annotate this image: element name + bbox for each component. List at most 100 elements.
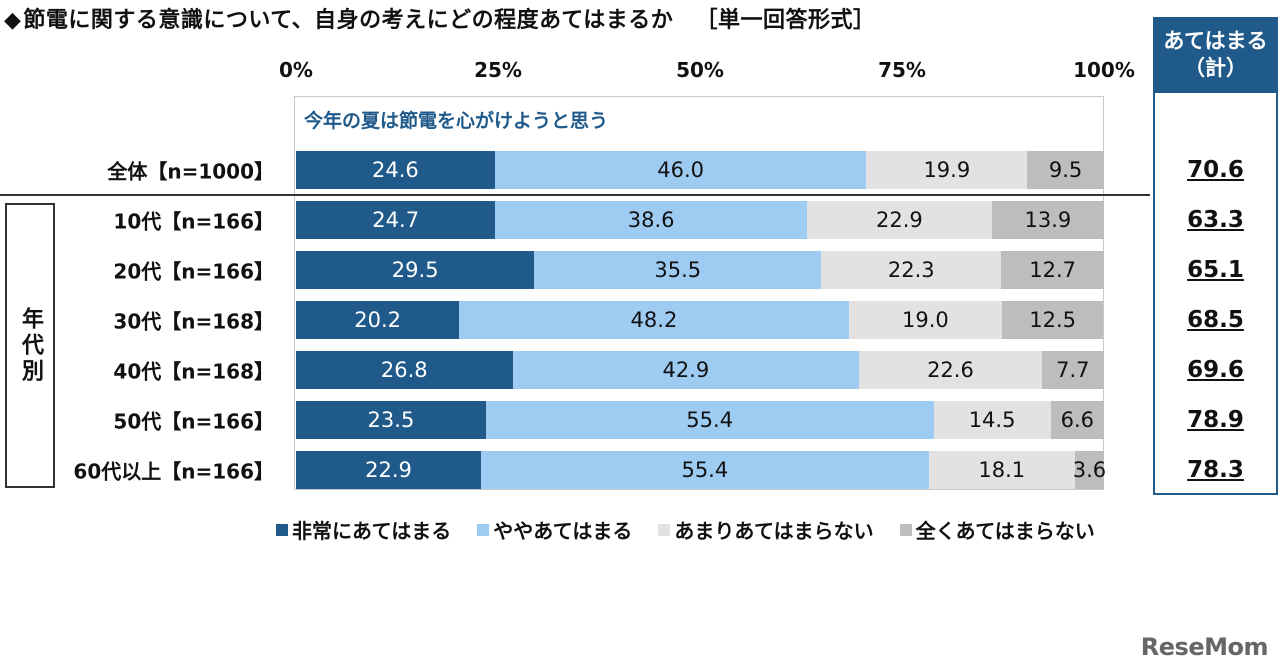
chart-title: ◆節電に関する意識について、自身の考えにどの程度あてはまるか ［単一回答形式］ (4, 2, 875, 34)
data-label: 55.4 (686, 408, 734, 432)
legend-swatch-icon (477, 523, 490, 536)
category-label: 20代【n=166】 (113, 259, 274, 284)
data-label: 12.5 (1029, 308, 1077, 332)
data-label: 19.0 (902, 308, 949, 332)
stacked-bar: 24.6 46.0 19.9 9.5 (296, 151, 1104, 189)
data-label: 29.5 (391, 258, 439, 282)
data-label: 38.6 (627, 208, 675, 232)
bar-segment: 23.5 (296, 401, 486, 439)
category-label: 30代【n=168】 (113, 309, 274, 334)
total-value: 68.5 (1187, 307, 1244, 333)
legend-item: 全くあてはまらない (899, 515, 1095, 544)
total-value: 70.6 (1187, 157, 1244, 183)
bar-segment: 22.9 (806, 201, 992, 239)
overall-separator-line (0, 194, 1150, 196)
bar-segment: 6.6 (1050, 401, 1104, 439)
legend-item: ややあてはまる (477, 515, 632, 544)
x-tick-label: 75% (878, 58, 926, 82)
x-tick-label: 0% (279, 58, 313, 82)
total-value: 65.1 (1187, 257, 1244, 283)
stacked-bar: 26.8 42.9 22.6 7.7 (296, 351, 1104, 389)
data-label: 9.5 (1048, 158, 1083, 182)
data-label: 26.8 (380, 358, 428, 382)
stacked-bar: 23.5 55.4 14.5 6.6 (296, 401, 1104, 439)
bar-segment: 7.7 (1041, 351, 1104, 389)
diamond-marker-icon: ◆ (4, 8, 22, 33)
bar-segment: 46.0 (494, 151, 867, 189)
bar-segment: 48.2 (459, 301, 849, 339)
data-label: 46.0 (657, 158, 704, 182)
bar-segment: 22.3 (821, 251, 1002, 289)
data-label: 55.4 (681, 458, 729, 482)
bar-segment: 29.5 (296, 251, 535, 289)
legend-label: 非常にあてはまる (292, 519, 452, 543)
total-value: 78.3 (1187, 457, 1244, 483)
bar-segment: 9.5 (1027, 151, 1104, 189)
category-label: 10代【n=166】 (113, 209, 274, 234)
data-label: 7.7 (1056, 358, 1090, 382)
bar-segment: 42.9 (512, 351, 860, 389)
total-column (1153, 93, 1278, 495)
legend-swatch-icon (658, 523, 671, 536)
bar-segment: 24.6 (296, 151, 495, 189)
legend-label: ややあてはまる (493, 519, 633, 543)
total-value: 63.3 (1187, 207, 1244, 233)
data-label: 20.2 (354, 308, 401, 332)
data-label: 22.9 (876, 208, 923, 232)
legend-swatch-icon (276, 523, 288, 536)
data-label: 18.1 (978, 458, 1026, 482)
stacked-bar: 24.7 38.6 22.9 13.9 (296, 201, 1104, 239)
bar-segment: 55.4 (481, 451, 929, 489)
title-text: 節電に関する意識について、自身の考えにどの程度あてはまるか (23, 8, 674, 33)
legend-label: あまりあてはまらない (674, 519, 874, 543)
total-value: 78.9 (1187, 407, 1244, 433)
bar-segment: 38.6 (495, 201, 807, 239)
bar-segment: 12.5 (1002, 301, 1104, 339)
category-label: 40代【n=168】 (113, 359, 274, 384)
data-label: 19.9 (923, 158, 971, 182)
legend-item: あまりあてはまらない (658, 515, 874, 544)
legend: 非常にあてはまる ややあてはまる あまりあてはまらない 全くあてはまらない (276, 515, 1095, 544)
total-header-line2: （計） (1184, 56, 1247, 80)
legend-item: 非常にあてはまる (276, 515, 451, 544)
category-label: 50代【n=166】 (113, 409, 274, 434)
stacked-bar: 20.2 48.2 19.0 12.5 (296, 301, 1104, 339)
stacked-bar: 22.9 55.4 18.1 3.6 (296, 451, 1107, 489)
data-label: 13.9 (1024, 208, 1072, 232)
bar-segment: 3.6 (1072, 451, 1107, 489)
data-label: 35.5 (654, 258, 702, 282)
plot-frame (294, 96, 1104, 490)
bar-segment: 13.9 (991, 201, 1104, 239)
resemom-logo: ReseMom (1140, 633, 1269, 661)
data-label: 3.6 (1072, 458, 1107, 482)
data-label: 48.2 (630, 308, 678, 332)
x-tick-label: 50% (676, 58, 724, 82)
bar-segment: 35.5 (534, 251, 822, 289)
bar-segment: 19.9 (866, 151, 1028, 189)
age-group-label: 年代別 (18, 306, 43, 385)
bar-segment: 22.6 (859, 351, 1042, 389)
data-label: 6.6 (1060, 408, 1095, 432)
data-label: 42.9 (662, 358, 710, 382)
data-label: 22.6 (927, 358, 974, 382)
age-group-box: 年代別 (5, 203, 55, 488)
x-tick-label: 100% (1073, 58, 1135, 82)
data-label: 22.3 (887, 258, 935, 282)
category-label: 全体【n=1000】 (107, 159, 274, 184)
total-header-line1: あてはまる (1163, 28, 1268, 53)
total-header: あてはまる （計） (1153, 17, 1278, 93)
data-label: 12.7 (1029, 258, 1077, 282)
bar-segment: 18.1 (928, 451, 1075, 489)
bar-segment: 19.0 (848, 301, 1003, 339)
legend-swatch-icon (899, 523, 912, 536)
format-note: ［単一回答形式］ (695, 8, 876, 33)
legend-label: 全くあてはまらない (915, 519, 1095, 543)
data-label: 24.6 (372, 158, 419, 182)
x-tick-label: 25% (474, 58, 522, 82)
category-label: 60代以上【n=166】 (73, 459, 274, 484)
bar-segment: 14.5 (933, 401, 1051, 439)
bar-segment: 26.8 (296, 351, 513, 389)
bar-segment: 12.7 (1001, 251, 1104, 289)
data-label: 23.5 (367, 408, 415, 432)
stacked-bar: 29.5 35.5 22.3 12.7 (296, 251, 1104, 289)
